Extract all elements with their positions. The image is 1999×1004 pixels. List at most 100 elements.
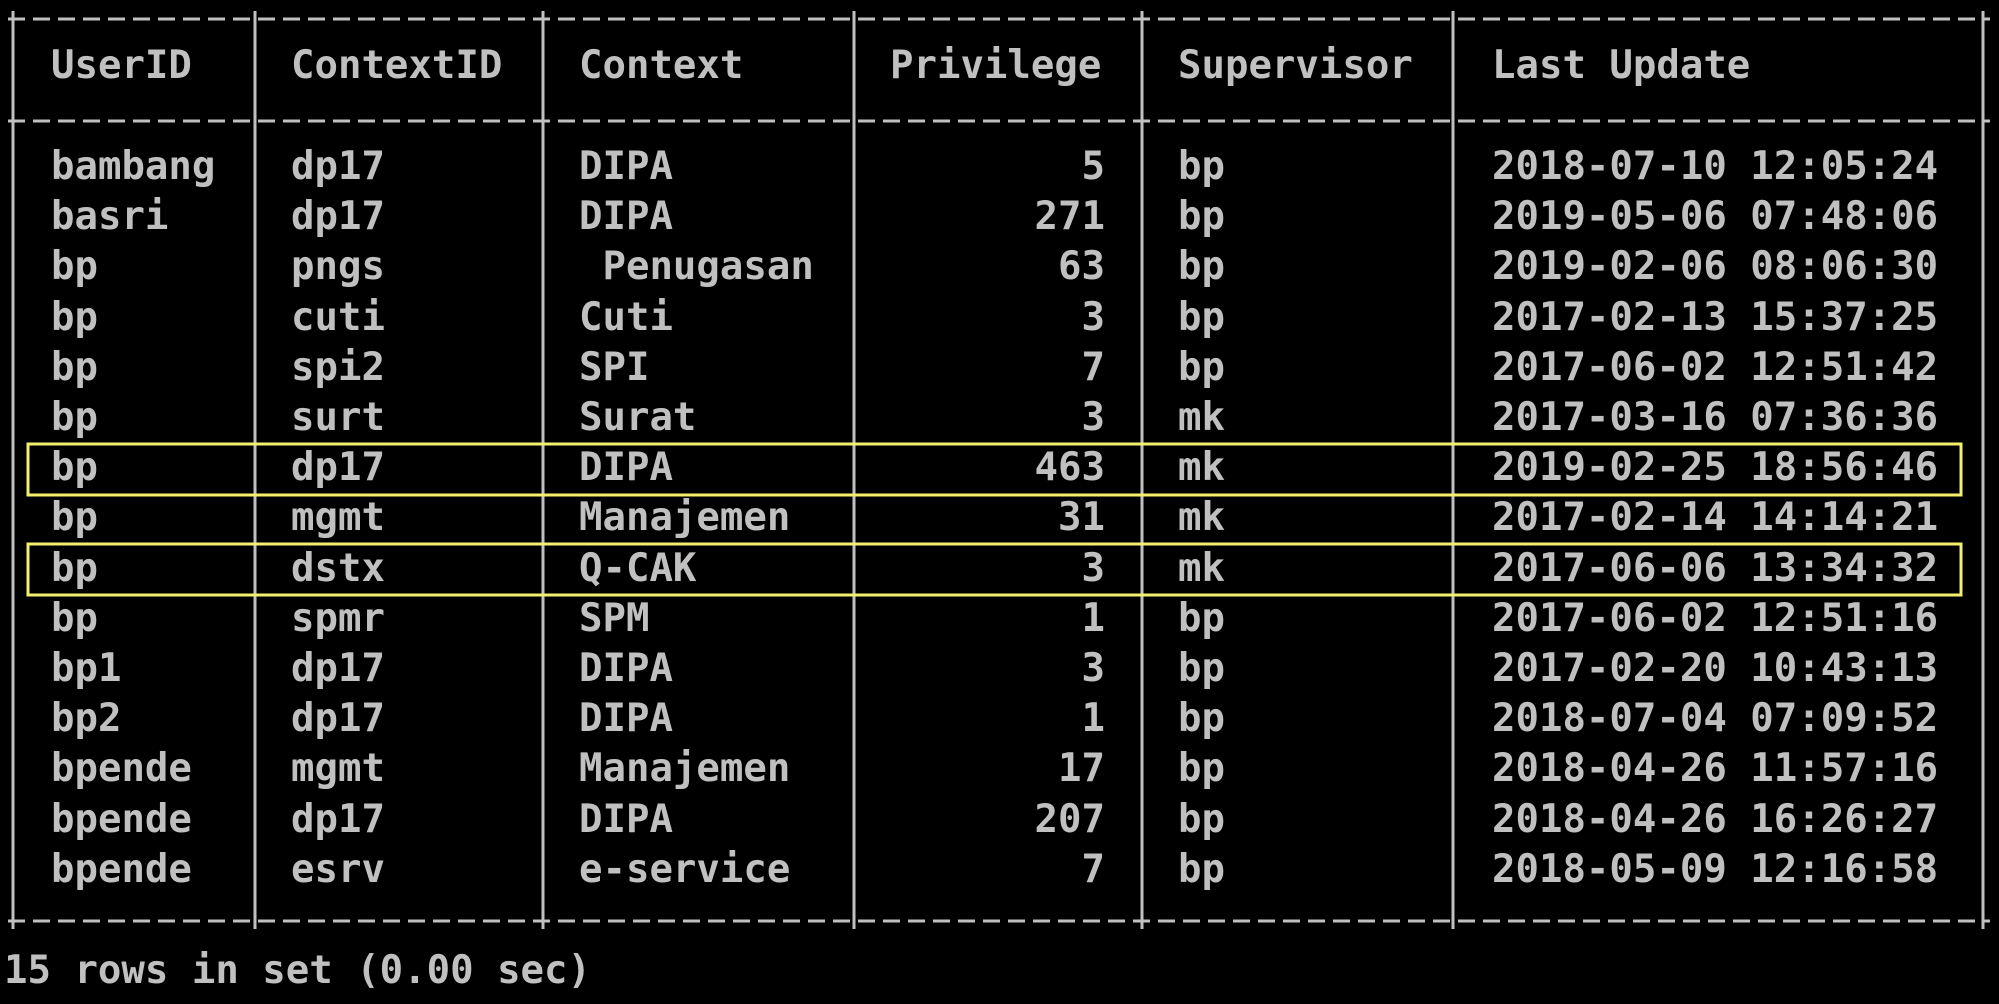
table-cell: basri (51, 194, 169, 240)
table-cell: 463 (1034, 445, 1105, 491)
table-cell: bp (1178, 846, 1225, 892)
table-cell: bp (1178, 194, 1225, 240)
column-header: ContextID (291, 43, 503, 88)
table-cell: bp (1178, 294, 1225, 340)
table-cell: bp1 (51, 646, 122, 691)
table-cell: bpende (51, 846, 192, 892)
table-cell: bp (1178, 344, 1225, 390)
table-cell: dp17 (291, 646, 385, 691)
table-cell: 3 (1081, 646, 1105, 691)
table-cell: bambang (51, 144, 216, 189)
table-cell: 2018-05-09 12:16:58 (1492, 846, 1939, 892)
table-cell: bp (51, 344, 98, 390)
table-cell: bp (51, 595, 98, 641)
table-cell: 2018-07-10 12:05:24 (1492, 144, 1939, 189)
table-cell: bp2 (51, 696, 122, 742)
table-cell: spmr (291, 595, 385, 641)
table-cell: DIPA (579, 646, 673, 691)
table-cell: 2019-05-06 07:48:06 (1492, 194, 1939, 240)
table-cell: 3 (1081, 545, 1105, 591)
table-cell: 2019-02-06 08:06:30 (1492, 244, 1939, 290)
table-cell: 2019-02-25 18:56:46 (1492, 445, 1939, 491)
table-cell: e-service (579, 846, 791, 892)
table-cell: mk (1178, 495, 1225, 541)
table-cell: bp (51, 395, 98, 440)
table-cell: mgmt (291, 495, 385, 541)
table-cell: Manajemen (579, 746, 791, 792)
table-cell: bp (51, 495, 98, 541)
table-cell: mk (1178, 545, 1225, 591)
table-cell: DIPA (579, 194, 673, 240)
highlight-box (26, 442, 1963, 497)
table-cell: 3 (1081, 294, 1105, 340)
table-cell: DIPA (579, 445, 673, 491)
table-cell: Cuti (579, 294, 673, 340)
table-cell: bp (1178, 746, 1225, 792)
table-cell: 2017-03-16 07:36:36 (1492, 395, 1939, 440)
table-cell: 2017-06-02 12:51:16 (1492, 595, 1939, 641)
table-cell: 207 (1034, 796, 1105, 842)
column-header: Privilege (890, 43, 1102, 88)
table-cell: 2018-07-04 07:09:52 (1492, 696, 1939, 742)
table-cell: bpende (51, 796, 192, 842)
table-cell: 271 (1034, 194, 1105, 240)
table-cell: DIPA (579, 144, 673, 189)
highlight-box (26, 542, 1963, 597)
table-cell: mk (1178, 395, 1225, 440)
table-cell: Q-CAK (579, 545, 697, 591)
table-cell: 2017-02-14 14:14:21 (1492, 495, 1939, 541)
table-cell: DIPA (579, 696, 673, 742)
table-cell: bp (51, 294, 98, 340)
table-cell: bp (1178, 646, 1225, 691)
table-cell: 3 (1081, 395, 1105, 440)
table-cell: 2017-06-02 12:51:42 (1492, 344, 1939, 390)
table-cell: bpende (51, 746, 192, 792)
table-cell: dp17 (291, 796, 385, 842)
table-cell: Penugasan (579, 244, 814, 290)
table-cell: bp (1178, 796, 1225, 842)
table-cell: mgmt (291, 746, 385, 792)
table-cell: 2018-04-26 11:57:16 (1492, 746, 1939, 792)
table-cell: cuti (291, 294, 385, 340)
table-cell: 2018-04-26 16:26:27 (1492, 796, 1939, 842)
table-cell: 2017-02-20 10:43:13 (1492, 646, 1939, 691)
table-cell: dp17 (291, 144, 385, 189)
table-cell: spi2 (291, 344, 385, 390)
table-cell: 63 (1058, 244, 1105, 290)
table-cell: bp (51, 445, 98, 491)
column-header: Supervisor (1178, 43, 1413, 88)
table-cell: 1 (1081, 696, 1105, 742)
table-cell: 17 (1058, 746, 1105, 792)
table-cell: 31 (1058, 495, 1105, 541)
table-cell: DIPA (579, 796, 673, 842)
table-cell: esrv (291, 846, 385, 892)
table-cell: Manajemen (579, 495, 791, 541)
table-cell: bp (1178, 144, 1225, 189)
table-cell: pngs (291, 244, 385, 290)
table-cell: dstx (291, 545, 385, 591)
table-cell: 7 (1081, 846, 1105, 892)
table-cell: Surat (579, 395, 697, 440)
table-cell: 7 (1081, 344, 1105, 390)
table-cell: 5 (1081, 144, 1105, 189)
table-cell: 2017-06-06 13:34:32 (1492, 545, 1939, 591)
table-cell: 2017-02-13 15:37:25 (1492, 294, 1939, 340)
table-cell: dp17 (291, 696, 385, 742)
table-cell: mk (1178, 445, 1225, 491)
table-cell: surt (291, 395, 385, 440)
table-cell: SPI (579, 344, 650, 390)
status-message: 15 rows in set (0.00 sec) (4, 948, 591, 993)
table-cell: 1 (1081, 595, 1105, 641)
column-header: Last Update (1492, 43, 1751, 88)
table-cell: SPM (579, 595, 650, 641)
table-cell: bp (1178, 696, 1225, 742)
table-cell: bp (51, 545, 98, 591)
table-cell: dp17 (291, 445, 385, 491)
column-header: UserID (51, 43, 192, 88)
table-cell: bp (1178, 244, 1225, 290)
table-cell: dp17 (291, 194, 385, 240)
table-cell: bp (1178, 595, 1225, 641)
table-cell: bp (51, 244, 98, 290)
